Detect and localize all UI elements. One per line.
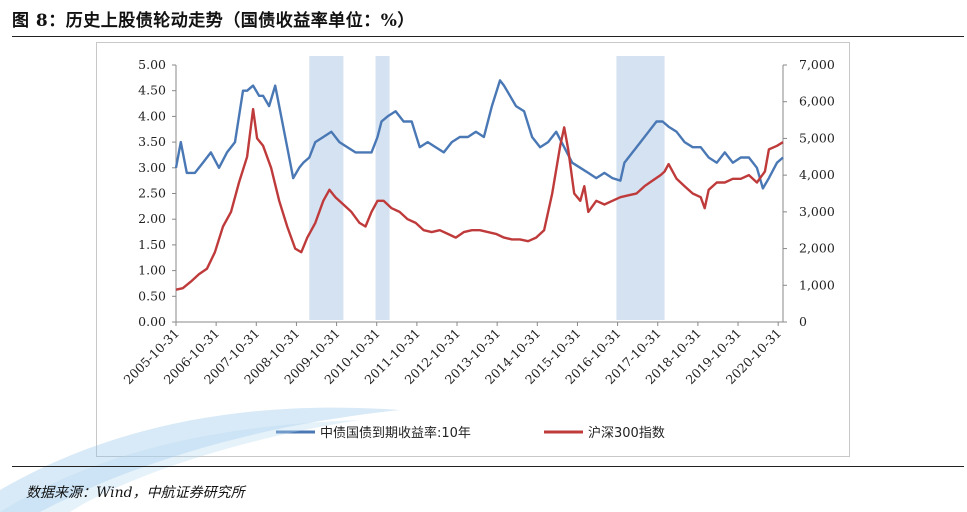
y-left-tick-label: 4.00: [138, 108, 166, 123]
figure-title: 图 8：历史上股债轮动走势（国债收益率单位：%）: [12, 11, 415, 31]
y-right-tick-label: 7,000: [799, 57, 835, 72]
shaded-period-3: [616, 56, 665, 320]
y-right-tick-label: 4,000: [799, 167, 835, 182]
legend-bond-label: 中债国债到期收益率:10年: [320, 425, 471, 441]
y-left-tick-label: 1.00: [138, 263, 166, 278]
y-right-tick-label: 3,000: [799, 204, 835, 219]
bottom-rule: [12, 466, 964, 467]
legend: 中债国债到期收益率:10年 沪深300指数: [276, 425, 665, 441]
y-right-tick-label: 6,000: [799, 94, 835, 109]
y-left-tick-label: 3.00: [138, 160, 166, 175]
shaded-periods: [309, 56, 665, 320]
shaded-period-1: [309, 56, 344, 320]
y-left-tick-label: 1.50: [138, 237, 166, 252]
source-note: 数据来源：Wind，中航证券研究所: [26, 485, 245, 501]
y-left-tick-label: 4.50: [138, 83, 166, 98]
bond-yield-line: [174, 79, 784, 190]
y-right-tick-label: 5,000: [799, 130, 835, 145]
shaded-period-2: [375, 56, 390, 320]
y-left-tick-label: 0.50: [138, 288, 166, 303]
chart-frame: [96, 42, 850, 457]
csi300-line: [175, 107, 784, 291]
y-right-tick-label: 1,000: [799, 277, 835, 292]
y-left-tick-label: 0.00: [138, 314, 166, 329]
series-lines: [174, 79, 784, 291]
top-rule: [12, 36, 964, 37]
y-right-tick-label: 2,000: [799, 241, 835, 256]
legend-stock-label: 沪深300指数: [588, 425, 665, 441]
y-left-tick-label: 2.50: [138, 186, 166, 201]
y-left-tick-label: 2.00: [138, 211, 166, 226]
y-left-tick-label: 5.00: [138, 57, 166, 72]
axes: 0.00 0.50 1.00 1.50 2.00 2.50 3.00 3.50 4.00 4.50…: [121, 57, 835, 387]
y-right-tick-label: 0: [799, 314, 807, 329]
y-left-tick-label: 3.50: [138, 134, 166, 149]
